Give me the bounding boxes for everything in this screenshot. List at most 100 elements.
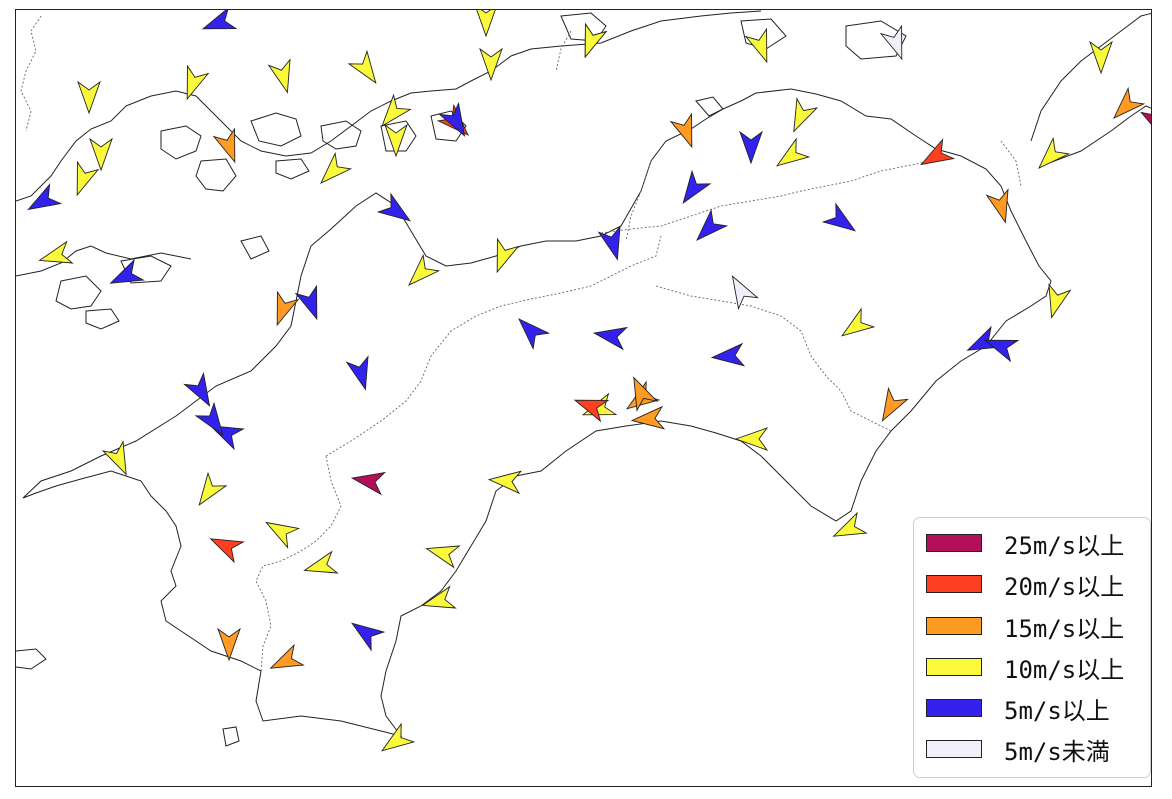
wind-arrow	[1089, 40, 1113, 75]
coastline-island-3	[250, 112, 302, 147]
wind-arrow	[421, 585, 457, 609]
wind-arrow	[1113, 86, 1146, 119]
legend-item-15: 15m/s以上	[926, 613, 1124, 643]
wind-arrow	[89, 137, 113, 172]
legend-label: 15m/s以上	[1004, 614, 1125, 643]
wind-arrow	[350, 622, 386, 652]
wind-arrow	[109, 258, 145, 284]
legend-swatch	[926, 699, 982, 717]
wind-arrow	[320, 151, 353, 184]
wind-arrow	[209, 538, 245, 564]
wind-arrow	[821, 202, 857, 232]
wind-arrow	[408, 253, 441, 286]
legend-swatch	[926, 658, 982, 676]
wind-arrow	[581, 392, 618, 416]
coastline-island-1	[160, 125, 202, 160]
coastline-chugoku	[16, 10, 762, 202]
wind-arrow	[633, 376, 659, 412]
wind-arrow	[269, 643, 305, 669]
wind-arrow	[294, 284, 318, 321]
wind-arrow	[597, 225, 621, 261]
wind-arrow	[879, 24, 903, 61]
wind-arrow	[584, 22, 608, 59]
wind-arrow	[479, 47, 503, 82]
wind-arrow	[476, 10, 496, 38]
coastline-island-10	[845, 20, 907, 60]
coastline-west-inlet	[16, 245, 192, 277]
wind-arrow	[217, 627, 241, 662]
wind-arrow	[630, 405, 666, 430]
wind-arrow	[212, 127, 236, 164]
wind-arrow	[518, 318, 551, 351]
border-ehime-kochi	[325, 235, 662, 457]
wind-arrow	[682, 169, 712, 205]
wind-arrow	[77, 80, 101, 115]
wind-arrow	[710, 342, 746, 367]
coastline-island-12	[85, 308, 120, 330]
coastline-west-island	[55, 275, 102, 310]
wind-arrow	[731, 275, 759, 311]
legend-swatch	[926, 534, 982, 552]
wind-map	[15, 9, 1152, 787]
legend-label: 5m/s未満	[1004, 737, 1110, 766]
coastline-island-4	[320, 120, 362, 150]
border-kagawa-ehime	[625, 160, 652, 242]
wind-arrow	[1048, 283, 1072, 319]
legend-swatch	[926, 740, 982, 758]
coastline-kii	[1030, 12, 1151, 142]
wind-arrow	[1038, 136, 1071, 169]
wind-arrow	[487, 470, 523, 495]
legend-item-10: 10m/s以上	[926, 654, 1124, 684]
wind-arrow	[739, 130, 763, 165]
wind-arrow	[438, 101, 466, 137]
coastline-shikoku-north	[22, 88, 1052, 737]
coastline-island-15	[16, 648, 47, 670]
wind-arrow	[381, 93, 412, 128]
legend-item-under-5: 5m/s未満	[926, 736, 1110, 766]
legend-item-20: 20m/s以上	[926, 571, 1124, 601]
coastline-kii-south	[1040, 105, 1151, 167]
border-kagawa-tokushima	[600, 160, 932, 234]
wind-arrow	[198, 471, 228, 507]
legend-label: 10m/s以上	[1004, 655, 1125, 684]
wind-arrow	[592, 326, 629, 351]
coastline-island-5	[380, 120, 417, 152]
border-tokushima-kochi	[655, 285, 892, 432]
wind-arrow	[347, 49, 377, 85]
wind-arrow	[881, 386, 909, 422]
wind-arrow	[194, 401, 224, 437]
border-kansai	[1000, 140, 1022, 187]
wind-arrow	[101, 440, 127, 476]
wind-arrow	[376, 192, 412, 222]
legend-swatch	[926, 575, 982, 593]
wind-arrow	[669, 112, 693, 149]
wind-arrow	[345, 355, 369, 391]
border-ehime-kochi-south	[255, 455, 342, 672]
wind-arrow	[267, 58, 291, 94]
wind-arrow	[775, 137, 811, 167]
wind-arrow	[276, 290, 300, 327]
border-chugoku-west	[20, 15, 42, 132]
wind-arrow	[201, 10, 238, 30]
wind-arrow	[76, 160, 100, 197]
legend-label: 5m/s以上	[1004, 696, 1110, 725]
wind-arrow	[832, 511, 868, 537]
wind-arrow	[840, 307, 876, 337]
coastline-island-14	[222, 726, 240, 747]
wind-arrows	[27, 10, 1151, 752]
wind-arrow	[265, 521, 301, 549]
legend-label: 20m/s以上	[1004, 572, 1125, 601]
legend-swatch	[926, 617, 982, 635]
wind-arrow	[1140, 111, 1151, 139]
legend-label: 25m/s以上	[1004, 531, 1125, 560]
wind-arrow	[384, 123, 408, 158]
coastline-island-6	[430, 110, 467, 142]
coastline-island-9	[740, 18, 787, 50]
wind-arrow	[744, 27, 768, 64]
wind-arrow	[573, 399, 610, 423]
wind-arrow	[350, 471, 387, 496]
map-canvas	[16, 10, 1151, 752]
coastline-island-2	[195, 158, 237, 192]
wind-arrow	[496, 237, 520, 274]
wind-arrow	[985, 188, 1009, 224]
